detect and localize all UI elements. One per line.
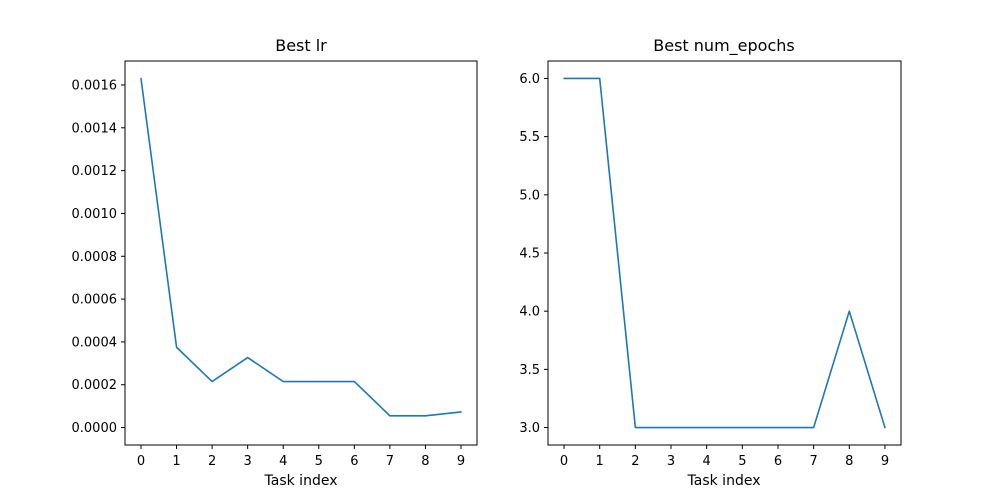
lr-chart-x-tick-label: 6	[350, 454, 358, 469]
num-epochs-chart-x-axis-label: Task index	[687, 473, 761, 489]
lr-chart: Best lr Task index 0 1 2 3 4 5 6 7 8 9 0.0000 0.000…	[72, 36, 478, 489]
lr-chart-y-tick-label: 0.0008	[72, 250, 118, 265]
lr-chart-x-tick-label: 8	[421, 454, 429, 469]
lr-chart-plot-frame	[124, 60, 478, 446]
lr-chart-x-tick-label: 4	[279, 454, 287, 469]
num-epochs-chart-y-tick-label: 3.0	[519, 421, 540, 436]
num-epochs-chart-x-tick-label: 7	[810, 454, 818, 469]
num-epochs-chart-x-tick-label: 2	[631, 454, 639, 469]
num-epochs-chart: Best num_epochs Task index 0 1 2 3 4 5 6 7 8 9 3.0…	[519, 36, 902, 489]
lr-chart-x-tick-label: 3	[244, 454, 252, 469]
num-epochs-chart-series-line-0	[563, 77, 886, 429]
num-epochs-chart-x-tick-label: 4	[703, 454, 711, 469]
lr-chart-y-tick-label: 0.0012	[72, 164, 118, 179]
num-epochs-chart-y-tick-label: 6.0	[519, 72, 540, 87]
lr-chart-y-tick-label: 0.0006	[72, 293, 118, 308]
num-epochs-chart-y-tick-label: 5.5	[519, 130, 540, 145]
lr-chart-x-tick-label: 7	[386, 454, 394, 469]
num-epochs-chart-y-tick-label: 3.5	[519, 363, 540, 378]
num-epochs-chart-y-tick-label: 4.5	[519, 247, 540, 262]
lr-chart-x-tick-label: 9	[457, 454, 465, 469]
lr-chart-title: Best lr	[275, 36, 327, 55]
lr-chart-x-axis-label: Task index	[264, 473, 338, 489]
num-epochs-chart-x-tick-label: 8	[845, 454, 853, 469]
num-epochs-chart-x-tick-label: 6	[774, 454, 782, 469]
lr-chart-y-tick-label: 0.0000	[72, 421, 118, 436]
lr-chart-x-tick-label: 2	[208, 454, 216, 469]
lr-chart-x-tick-label: 5	[315, 454, 323, 469]
num-epochs-chart-x-tick-label: 9	[881, 454, 889, 469]
lr-chart-series-line-0	[140, 77, 462, 417]
lr-chart-y-tick-label: 0.0010	[72, 207, 118, 222]
lr-chart-y-tick-label: 0.0004	[72, 335, 118, 350]
lr-chart-x-tick-label: 1	[172, 454, 180, 469]
lr-chart-y-tick-label: 0.0016	[72, 78, 118, 93]
lr-chart-x-tick-label: 0	[137, 454, 145, 469]
num-epochs-chart-title: Best num_epochs	[653, 36, 794, 56]
num-epochs-chart-y-tick-label: 5.0	[519, 188, 540, 203]
lr-chart-y-tick-label: 0.0002	[72, 378, 118, 393]
lr-chart-y-tick-label: 0.0014	[72, 121, 118, 136]
num-epochs-chart-x-tick-label: 1	[596, 454, 604, 469]
num-epochs-chart-x-tick-label: 5	[738, 454, 746, 469]
num-epochs-chart-x-tick-label: 3	[667, 454, 675, 469]
num-epochs-chart-y-tick-label: 4.0	[519, 305, 540, 320]
num-epochs-chart-x-tick-label: 0	[560, 454, 568, 469]
